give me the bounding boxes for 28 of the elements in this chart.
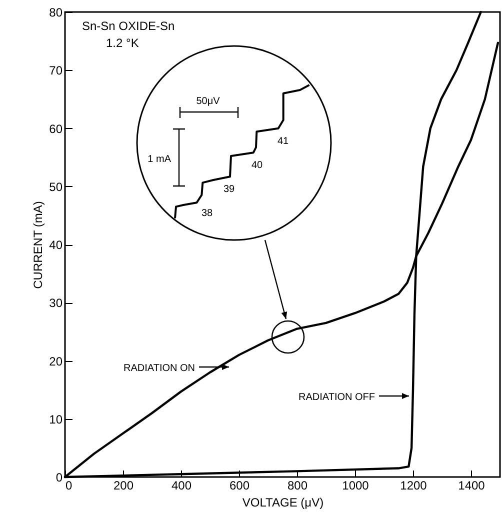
y-tick-label: 20	[49, 354, 63, 368]
y-tick-label: 10	[49, 412, 63, 426]
y-axis-title: CURRENT (mA)	[31, 201, 46, 289]
x-tick-label: 1400	[458, 478, 486, 492]
x-tick-label: 800	[287, 478, 308, 492]
x-tick-label: 600	[229, 478, 250, 492]
x-tick-label: 0	[66, 478, 72, 492]
x-tick-label: 1200	[400, 478, 428, 492]
y-tick-label: 80	[49, 6, 63, 20]
x-tick-label: 400	[171, 478, 192, 492]
annotation: 40	[251, 160, 263, 171]
text: Sn-Sn OXIDE-Sn	[82, 19, 175, 33]
text: 1.2 °K	[106, 36, 139, 50]
annotation: 38	[201, 208, 213, 219]
y-tick-label: 50	[49, 180, 63, 194]
annotation: RADIATION OFF	[298, 392, 375, 403]
y-tick-label: 40	[49, 238, 63, 252]
annotation: RADIATION ON	[124, 363, 195, 374]
annotation: 39	[223, 184, 235, 195]
y-tick-label: 30	[49, 296, 63, 310]
x-axis-title: VOLTAGE (μV)	[242, 496, 324, 510]
annotation: 1 mA	[148, 154, 172, 165]
x-tick-label: 1000	[342, 478, 370, 492]
y-tick-label: 70	[49, 64, 63, 78]
y-tick-label: 60	[49, 122, 63, 136]
annotation: 50μV	[196, 96, 220, 107]
annotation: 41	[277, 136, 289, 147]
x-tick-label: 200	[113, 478, 134, 492]
